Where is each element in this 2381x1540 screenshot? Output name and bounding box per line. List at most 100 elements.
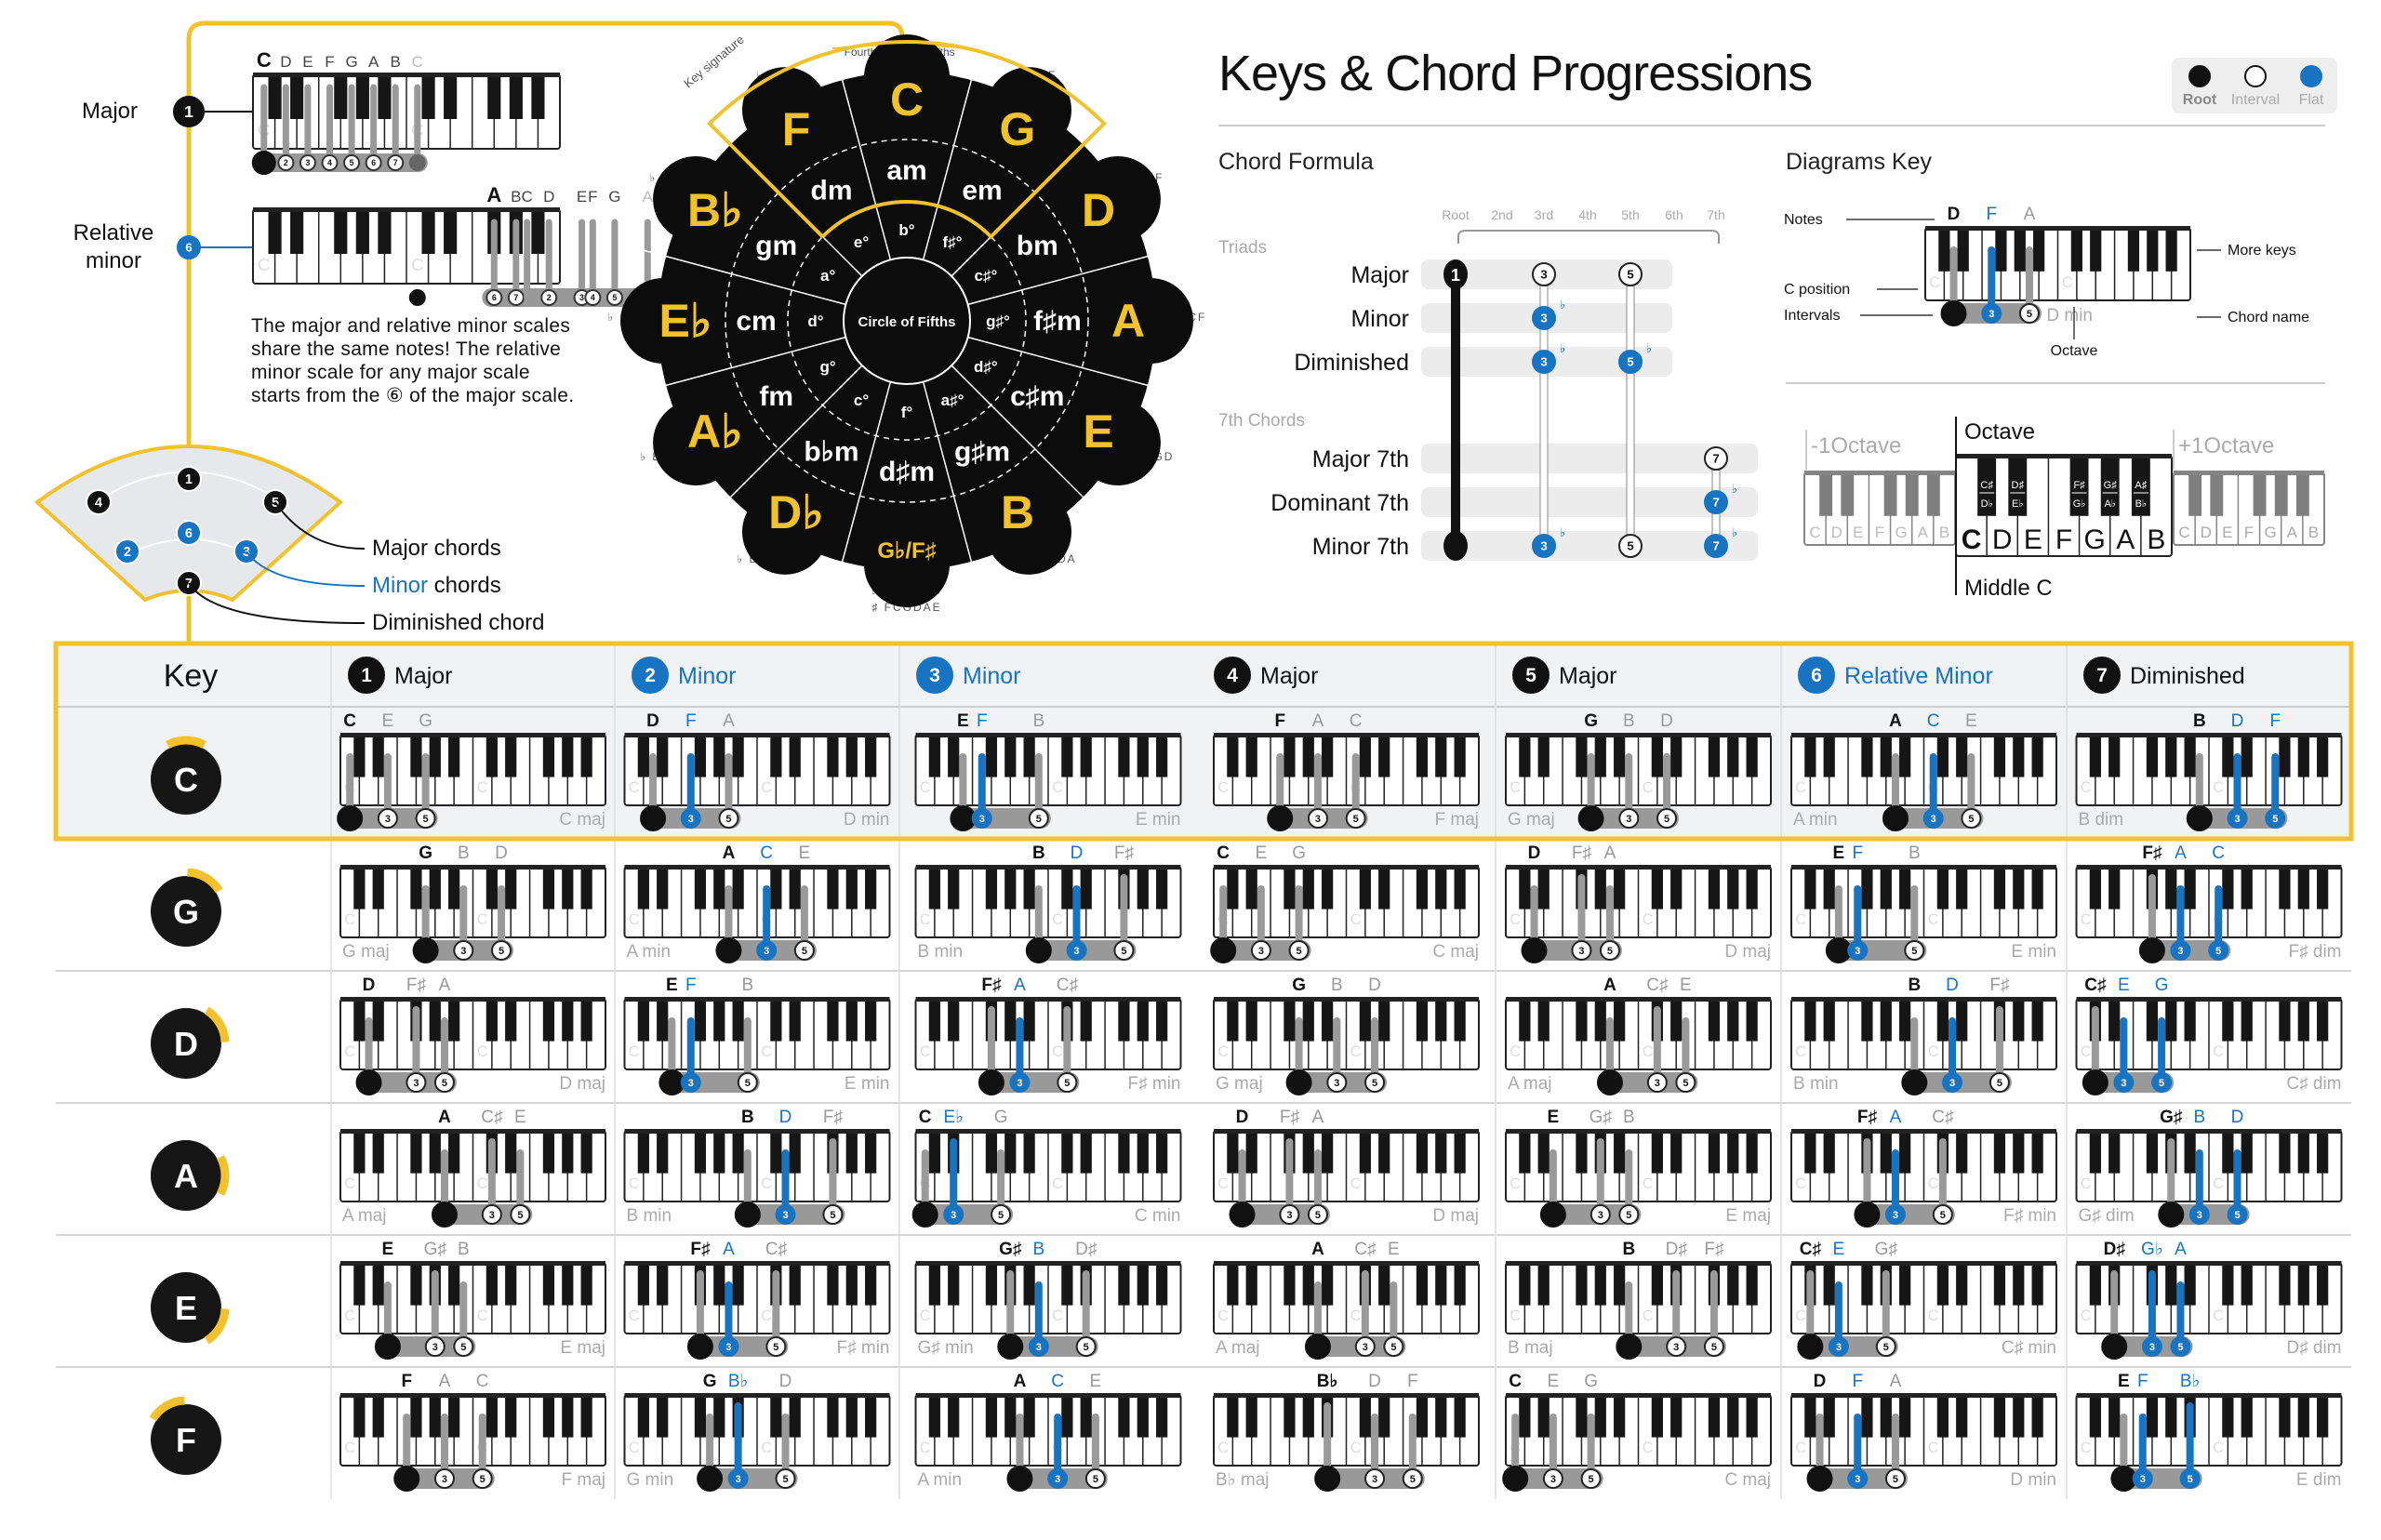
chord-name: D♯ dim bbox=[2286, 1338, 2341, 1358]
chord-diagram[interactable]: C CB D♯ F♯3 5B maj bbox=[1505, 1240, 1772, 1360]
svg-text:5: 5 bbox=[1711, 1342, 1717, 1353]
legend-label: Root bbox=[2183, 92, 2217, 108]
svg-text:6: 6 bbox=[371, 158, 376, 167]
chord-diagram[interactable]: C CA C♯ E3 5A maj bbox=[1505, 976, 1772, 1095]
chord-diagram[interactable]: C CC♯ E G♯3 5 C♯ min bbox=[1790, 1240, 2057, 1360]
chord-diagram[interactable]: C CD F A3 5 bbox=[1924, 205, 2191, 326]
c-position-marker: C bbox=[344, 1043, 355, 1060]
scale-note-label: A bbox=[368, 53, 379, 71]
chord-diagram[interactable]: C CE F B3 5 E min bbox=[1790, 843, 2057, 963]
svg-text:3: 3 bbox=[1550, 1474, 1556, 1485]
black-key bbox=[2089, 735, 2101, 777]
black-key bbox=[1322, 867, 1334, 909]
black-key bbox=[2146, 1131, 2159, 1174]
chord-diagram[interactable]: CCFAC35F maj bbox=[339, 1372, 606, 1492]
black-key bbox=[1651, 1131, 1663, 1174]
svg-text:A: A bbox=[1918, 524, 1929, 541]
black-key bbox=[865, 1395, 877, 1438]
chord-diagram[interactable]: C CF♯ A C♯3 5 F♯ min bbox=[623, 1240, 891, 1360]
chord-diagram[interactable]: C CG♯ B D♯3 5G♯ min bbox=[914, 1240, 1182, 1360]
diminished-key-label: f° bbox=[901, 404, 913, 421]
flat-interval-marker: 3 bbox=[1922, 808, 1944, 829]
chord-diagram[interactable]: C CF♯ A C♯3 5 F♯ min bbox=[1790, 1108, 2057, 1228]
chord-diagram[interactable]: C CD F A3 5 D min bbox=[1790, 1372, 2057, 1492]
chord-diagram[interactable]: C CF♯ A C♯3 5 F♯ min bbox=[914, 976, 1182, 1095]
chord-note-label: F♯ bbox=[981, 976, 1001, 995]
chord-diagram[interactable]: C CE G♯ B3 5 E maj bbox=[339, 1240, 606, 1360]
chord-diagram[interactable]: C CA C♯ E3 5A maj bbox=[1213, 1240, 1480, 1360]
chord-diagram[interactable]: C CG B D3 5G maj bbox=[1505, 711, 1772, 831]
chord-diagram[interactable]: C CG B♭ D3 5G min bbox=[623, 1372, 891, 1492]
chord-note-label: B♭ bbox=[1317, 1372, 1338, 1391]
chord-diagram[interactable]: C CE G♯ B3 5 E maj bbox=[1505, 1108, 1772, 1228]
degree-badge: 1 bbox=[348, 657, 385, 694]
diminished-key-label: g♯° bbox=[986, 312, 1010, 330]
svg-text:5: 5 bbox=[998, 1210, 1004, 1221]
chord-diagram[interactable]: C CB D F♯3 5B min bbox=[623, 1108, 891, 1228]
chord-diagram[interactable]: C CD F♯ A3 5 D maj bbox=[339, 976, 606, 1095]
c-position-marker: C bbox=[1928, 1043, 1939, 1060]
key-badge[interactable]: F bbox=[149, 1396, 221, 1475]
chord-diagram[interactable]: CCFAC35F maj bbox=[1213, 711, 1480, 831]
chord-diagram[interactable]: CCACE35A min bbox=[1790, 711, 2057, 831]
chord-diagram[interactable]: C CA C♯ E3 5A maj bbox=[339, 1108, 606, 1228]
chord-diagram[interactable]: C CB D F3 5B dim bbox=[2075, 711, 2343, 831]
interval-marker: 3 bbox=[433, 1468, 455, 1489]
svg-text:4: 4 bbox=[95, 496, 102, 511]
black-key bbox=[827, 1395, 839, 1438]
black-key bbox=[1137, 735, 1149, 777]
black-key bbox=[2253, 472, 2267, 516]
interval-marker: 5 bbox=[2018, 303, 2040, 324]
chord-name: F♯ min bbox=[2003, 1206, 2056, 1226]
chord-diagram[interactable]: C CB♭ D F3 5B♭ maj bbox=[1213, 1372, 1480, 1492]
svg-text:G: G bbox=[1895, 524, 1908, 541]
chord-diagram[interactable]: C CD F♯ A3 5 D maj bbox=[1213, 1108, 1480, 1228]
svg-text:4: 4 bbox=[1227, 665, 1238, 686]
chord-diagram[interactable]: C CG B D3 5G maj bbox=[1213, 976, 1480, 1095]
chord-diagram[interactable]: C CC♯ E G3 5 C♯ dim bbox=[2075, 976, 2343, 1095]
chord-diagram[interactable]: C CB D F♯3 5B min bbox=[1790, 976, 2057, 1095]
black-key bbox=[2188, 472, 2202, 516]
key-badge[interactable]: E bbox=[151, 1272, 230, 1345]
major-key-label: A♭ bbox=[687, 405, 743, 458]
flat-interval-marker: 3 bbox=[727, 1468, 749, 1489]
chord-diagram[interactable]: C C D♯ G♭ A 3 5 D♯ dim bbox=[2075, 1240, 2343, 1360]
chord-diagram[interactable]: C CG B D3 5G maj bbox=[339, 843, 606, 963]
black-key bbox=[657, 1131, 669, 1174]
chord-diagram[interactable]: C CE F B3 5 E min bbox=[914, 711, 1182, 831]
chord-name: E maj bbox=[560, 1338, 605, 1358]
key-badge[interactable]: G bbox=[151, 868, 223, 947]
black-key bbox=[1993, 867, 2006, 909]
root-marker bbox=[1025, 937, 1052, 963]
key-badge[interactable]: C bbox=[151, 736, 221, 815]
major-chords-label: Major chords bbox=[372, 536, 501, 561]
svg-text:5: 5 bbox=[1525, 665, 1536, 686]
black-key bbox=[353, 1131, 366, 1174]
interval-marker: 3 bbox=[1542, 1468, 1563, 1489]
chord-diagram[interactable]: C CG♯ B D3 5G♯ dim bbox=[2075, 1108, 2343, 1228]
formula-column-label: 5th bbox=[1621, 207, 1639, 222]
chord-diagram[interactable]: C CE F B♭3 5 E dim bbox=[2075, 1372, 2343, 1492]
svg-text:3: 3 bbox=[764, 946, 769, 957]
chord-diagram[interactable]: CCACE35A min bbox=[623, 843, 891, 963]
white-key-label: A bbox=[2116, 524, 2135, 555]
chord-diagram[interactable]: C CE F B3 5 E min bbox=[623, 976, 891, 1095]
chord-diagram[interactable]: C CD F A3 5 D min bbox=[623, 711, 891, 831]
c-position-marker: C bbox=[920, 1440, 931, 1456]
chord-name: D min bbox=[2010, 1470, 2056, 1490]
white-key-label: C bbox=[1962, 524, 1982, 555]
key-badge[interactable]: D bbox=[151, 1006, 230, 1079]
chord-diagram[interactable]: CCF♯ A C 3 5 F♯ dim bbox=[2075, 843, 2343, 963]
chord-diagram[interactable]: C CD F♯ A3 5 D maj bbox=[1505, 843, 1772, 963]
chord-diagram[interactable]: C CB D F♯3 5B min bbox=[914, 843, 1182, 963]
key-of-c-highlight bbox=[707, 40, 1107, 240]
white-key-label: D bbox=[1992, 524, 2013, 555]
chord-diagram[interactable]: CCACE35A min bbox=[914, 1372, 1182, 1492]
key-badge[interactable]: A bbox=[151, 1140, 230, 1211]
